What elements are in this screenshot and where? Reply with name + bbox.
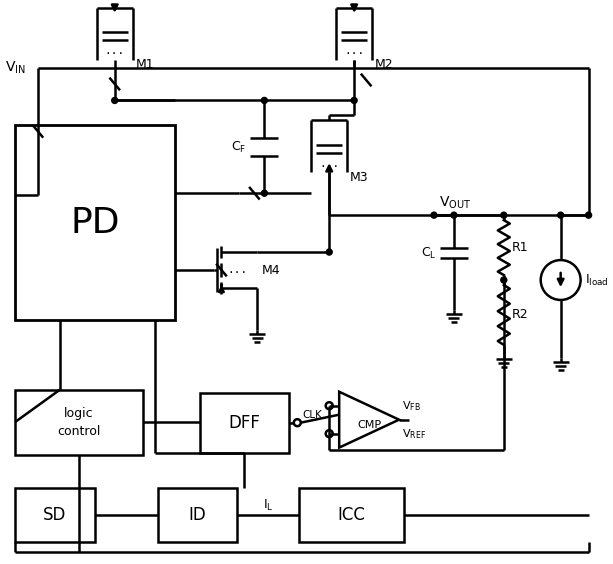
Text: M4: M4 (261, 263, 280, 276)
Text: ...: ... (344, 46, 364, 56)
Text: SD: SD (43, 506, 67, 524)
Text: $\mathregular{C_F}$: $\mathregular{C_F}$ (231, 140, 246, 155)
Circle shape (261, 98, 267, 103)
Text: CLK: CLK (302, 409, 322, 420)
Text: $\mathregular{V_{OUT}}$: $\mathregular{V_{OUT}}$ (439, 195, 471, 212)
Circle shape (112, 98, 118, 103)
Text: M2: M2 (375, 58, 394, 71)
Text: CMP: CMP (357, 420, 381, 430)
Circle shape (431, 212, 437, 218)
Circle shape (351, 98, 357, 103)
Text: DFF: DFF (229, 413, 261, 431)
Circle shape (451, 212, 457, 218)
Bar (158, 487, 237, 543)
Circle shape (501, 212, 507, 218)
Text: R1: R1 (512, 241, 528, 254)
Bar (15, 487, 95, 543)
Text: ICC: ICC (338, 506, 365, 524)
Circle shape (261, 190, 267, 196)
Bar (299, 487, 404, 543)
Text: $\mathregular{V_{FB}}$: $\mathregular{V_{FB}}$ (402, 399, 421, 413)
Text: ID: ID (189, 506, 207, 524)
Circle shape (501, 277, 507, 283)
Text: $\mathregular{C_L}$: $\mathregular{C_L}$ (421, 245, 437, 261)
Text: $\mathregular{I_{load}}$: $\mathregular{I_{load}}$ (585, 272, 608, 288)
Bar (15, 125, 175, 320)
Text: M1: M1 (135, 58, 154, 71)
Text: $\mathregular{V_{IN}}$: $\mathregular{V_{IN}}$ (5, 59, 26, 76)
Circle shape (585, 212, 592, 218)
Text: $\mathregular{I_L}$: $\mathregular{I_L}$ (263, 497, 273, 513)
Text: logic
control: logic control (57, 407, 101, 438)
Text: ...: ... (227, 265, 248, 275)
Text: ...: ... (319, 158, 340, 169)
Text: PD: PD (70, 206, 120, 240)
Text: R2: R2 (512, 309, 528, 321)
Text: M3: M3 (350, 171, 369, 184)
Text: $\mathregular{V_{REF}}$: $\mathregular{V_{REF}}$ (402, 427, 426, 440)
Circle shape (326, 249, 332, 255)
Bar (15, 390, 143, 455)
Text: ...: ... (105, 46, 125, 56)
Circle shape (558, 212, 563, 218)
Bar (199, 393, 289, 452)
